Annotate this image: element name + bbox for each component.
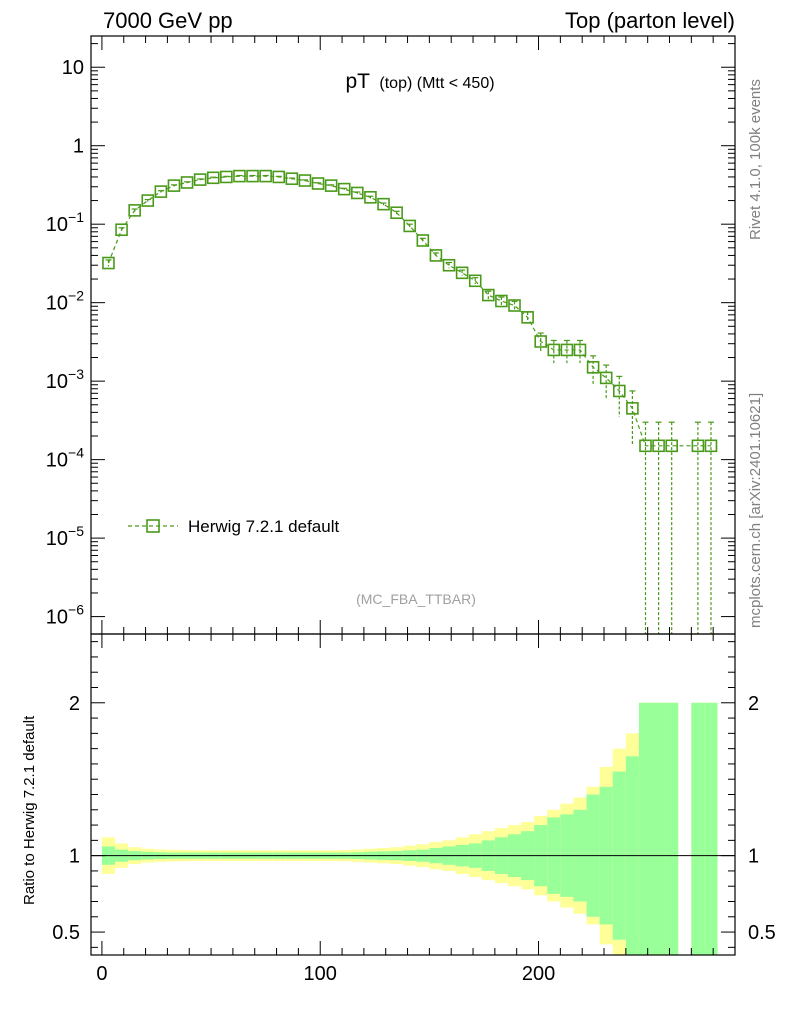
ratio-y-tick-label-right: 2	[748, 693, 759, 715]
plot-title-main: pT	[345, 70, 370, 93]
data-point	[599, 371, 613, 385]
data-point	[246, 169, 259, 183]
data-point	[115, 223, 128, 237]
data-point	[547, 343, 561, 357]
main-frame	[90, 35, 736, 635]
y-tick-label: 10−6	[46, 602, 84, 629]
y-tick-label: 10−5	[46, 523, 84, 550]
data-point	[573, 343, 587, 357]
data-point	[154, 185, 168, 198]
ratio-bands	[91, 702, 735, 955]
data-point	[612, 384, 626, 398]
ratio-y-tick-label-left: 2	[69, 693, 80, 715]
data-point	[704, 439, 718, 453]
data-point	[102, 256, 115, 270]
ratio-band-inner-bin	[665, 702, 679, 955]
data-point	[455, 266, 469, 280]
data-point	[586, 361, 600, 374]
header-right: Top (parton level)	[565, 8, 735, 33]
data-point	[324, 179, 338, 192]
series-line	[107, 175, 711, 447]
data-point	[180, 176, 194, 189]
data-point	[495, 294, 508, 308]
data-point	[639, 439, 652, 453]
data-point	[259, 169, 272, 183]
header-left: 7000 GeV pp	[103, 8, 233, 33]
plot-title: pT (top) (Mtt < 450)	[345, 70, 494, 93]
data-point	[311, 177, 325, 190]
data-point	[416, 234, 430, 247]
ratio-y-tick-label-right: 0.5	[748, 922, 776, 944]
data-point	[560, 343, 574, 357]
y-tick-label: 10−1	[46, 209, 84, 236]
ratio-band-inner-bin	[691, 702, 705, 955]
data-point	[298, 174, 312, 187]
y-tick-label: 10−2	[46, 288, 84, 315]
data-point	[429, 249, 443, 262]
data-point	[364, 191, 377, 204]
data-point	[220, 170, 233, 184]
data-point	[285, 172, 299, 185]
plot-title-sub: (top) (Mtt < 450)	[379, 75, 494, 92]
x-tick-label: 0	[96, 963, 107, 985]
y-tick-label: 10	[62, 57, 84, 79]
data-point	[377, 197, 390, 211]
y-tick-label: 10−3	[46, 366, 84, 393]
data-point	[167, 179, 181, 192]
data-point	[665, 439, 678, 453]
legend-marker	[146, 519, 160, 533]
legend-label: Herwig 7.2.1 default	[188, 517, 339, 536]
ratio-band-inner-bin	[652, 702, 666, 955]
y-tick-label: 10−4	[46, 445, 84, 472]
data-point	[337, 182, 351, 196]
axes: 0 100 200 10 1 10−1 10−2 10−3 10−4 10−5 10−6 2 2 1 1 0.…	[46, 35, 776, 985]
x-tick-label: 200	[522, 963, 555, 985]
data-point	[403, 219, 417, 233]
ratio-y-tick-label-right: 1	[748, 846, 759, 868]
data-point	[193, 173, 207, 186]
data-point	[691, 439, 705, 453]
data-point	[442, 258, 456, 272]
main-series	[102, 169, 718, 634]
ratio-y-tick-label-left: 0.5	[52, 922, 80, 944]
ratio-y-tick-label-left: 1	[69, 846, 80, 868]
ratio-band-inner-bin	[704, 702, 718, 955]
x-tick-label: 100	[304, 963, 337, 985]
data-point	[141, 194, 155, 207]
data-point	[206, 171, 220, 185]
side-label-url: mcplots.cern.ch [arXiv:2401.10621]	[747, 393, 764, 628]
legend: Herwig 7.2.1 default	[128, 517, 339, 536]
data-point	[652, 439, 665, 453]
data-point	[272, 170, 286, 184]
data-point	[508, 299, 521, 312]
y-tick-label: 1	[73, 136, 84, 158]
data-point	[468, 274, 482, 288]
data-point	[626, 402, 639, 415]
ratio-y-label: Ratio to Herwig 7.2.1 default	[21, 715, 38, 905]
data-point	[390, 206, 403, 220]
data-point	[521, 311, 534, 324]
data-point	[128, 204, 141, 217]
data-point	[482, 288, 495, 302]
data-point	[351, 186, 364, 200]
data-point	[233, 169, 246, 183]
ratio-band-inner-bin	[638, 702, 653, 955]
data-point	[534, 335, 548, 348]
analysis-label: (MC_FBA_TTBAR)	[356, 591, 476, 607]
side-label-rivet: Rivet 4.1.0, 100k events	[747, 79, 764, 240]
